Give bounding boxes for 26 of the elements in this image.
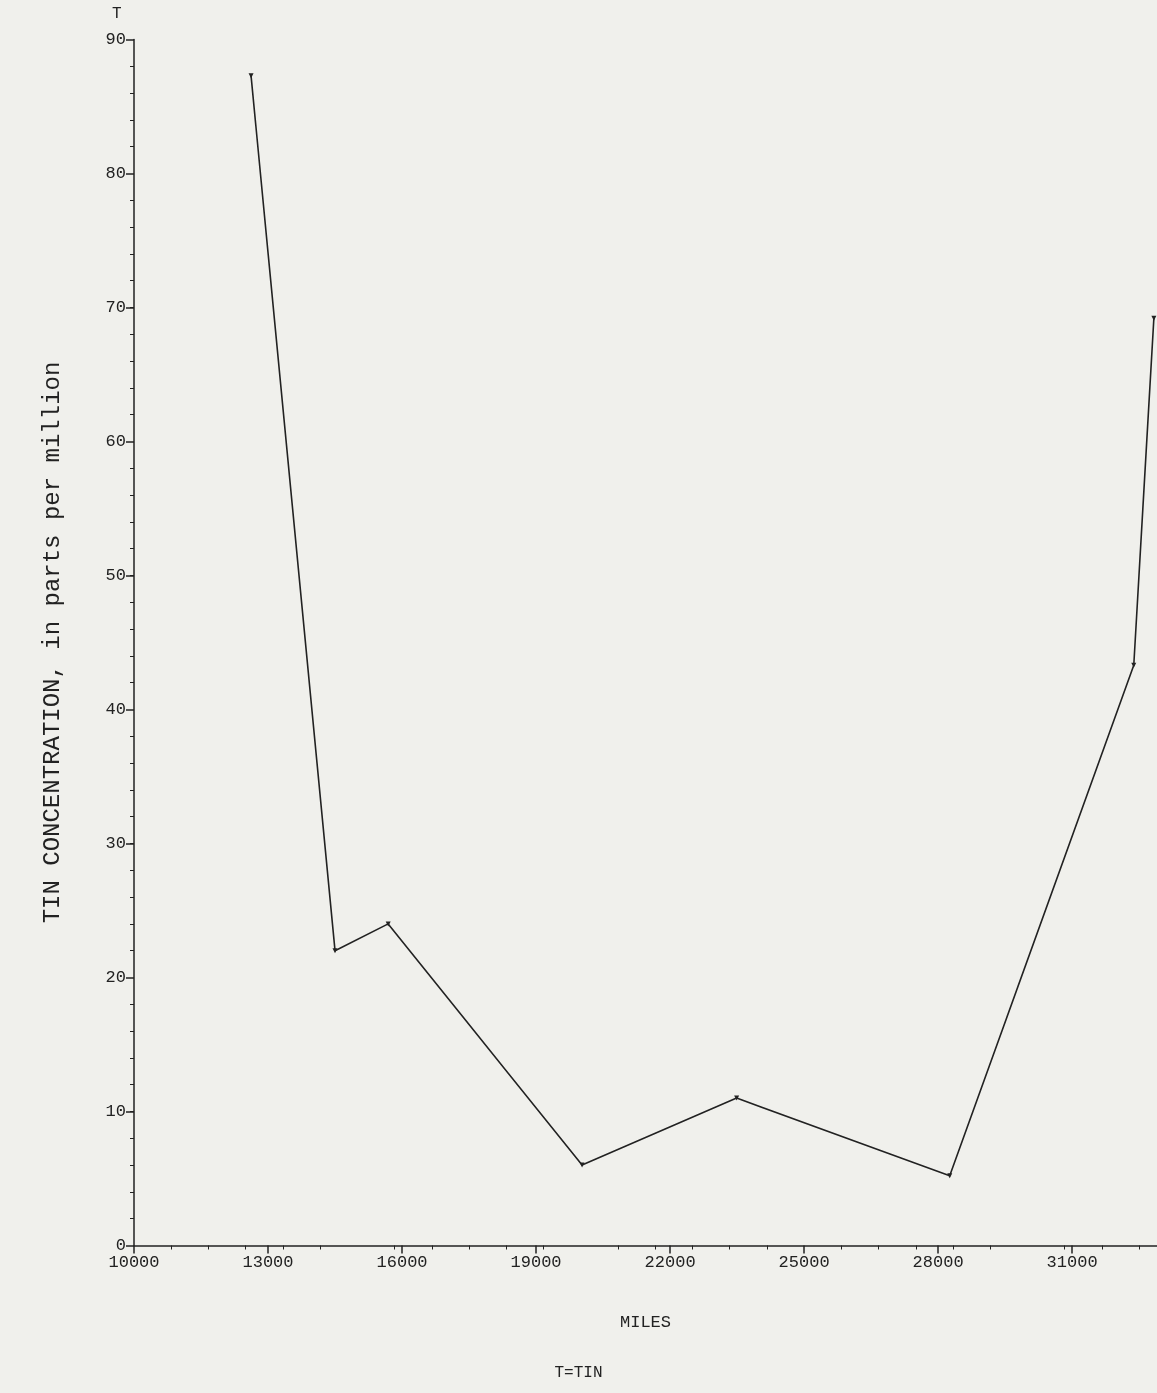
y-axis-title: TIN CONCENTRATION, in parts per million [38, 361, 66, 924]
text: T=TIN [554, 1364, 603, 1382]
y-tick-label: 90 [105, 30, 126, 49]
point [332, 948, 338, 954]
y-tick-label: 50 [105, 566, 126, 585]
x-tick-label: 10000 [108, 1252, 160, 1272]
x-tick-label: 22000 [644, 1252, 696, 1272]
point [947, 1173, 953, 1179]
x-axis-title: MILES [619, 1312, 672, 1332]
point [385, 921, 391, 927]
x-tick-label: 16000 [376, 1252, 428, 1272]
x-tick-label: 19000 [510, 1252, 562, 1272]
point [248, 73, 254, 79]
x-tick-label: 31000 [1046, 1252, 1098, 1272]
y-tick-label: 10 [105, 1102, 126, 1121]
y-tick-label: 40 [105, 700, 126, 719]
y-tick-label: 70 [105, 298, 126, 317]
y-tick-label: 30 [105, 834, 126, 853]
x-tick-label: 13000 [242, 1252, 294, 1272]
text: T [112, 5, 122, 23]
y-tick-label: 20 [105, 968, 126, 987]
x-tick-label: 25000 [778, 1252, 830, 1272]
y-tick-label: 60 [105, 432, 126, 451]
y-tick-label: 0 [115, 1236, 126, 1255]
y-tick-label: 80 [105, 164, 126, 183]
x-tick-label: 28000 [912, 1252, 964, 1272]
